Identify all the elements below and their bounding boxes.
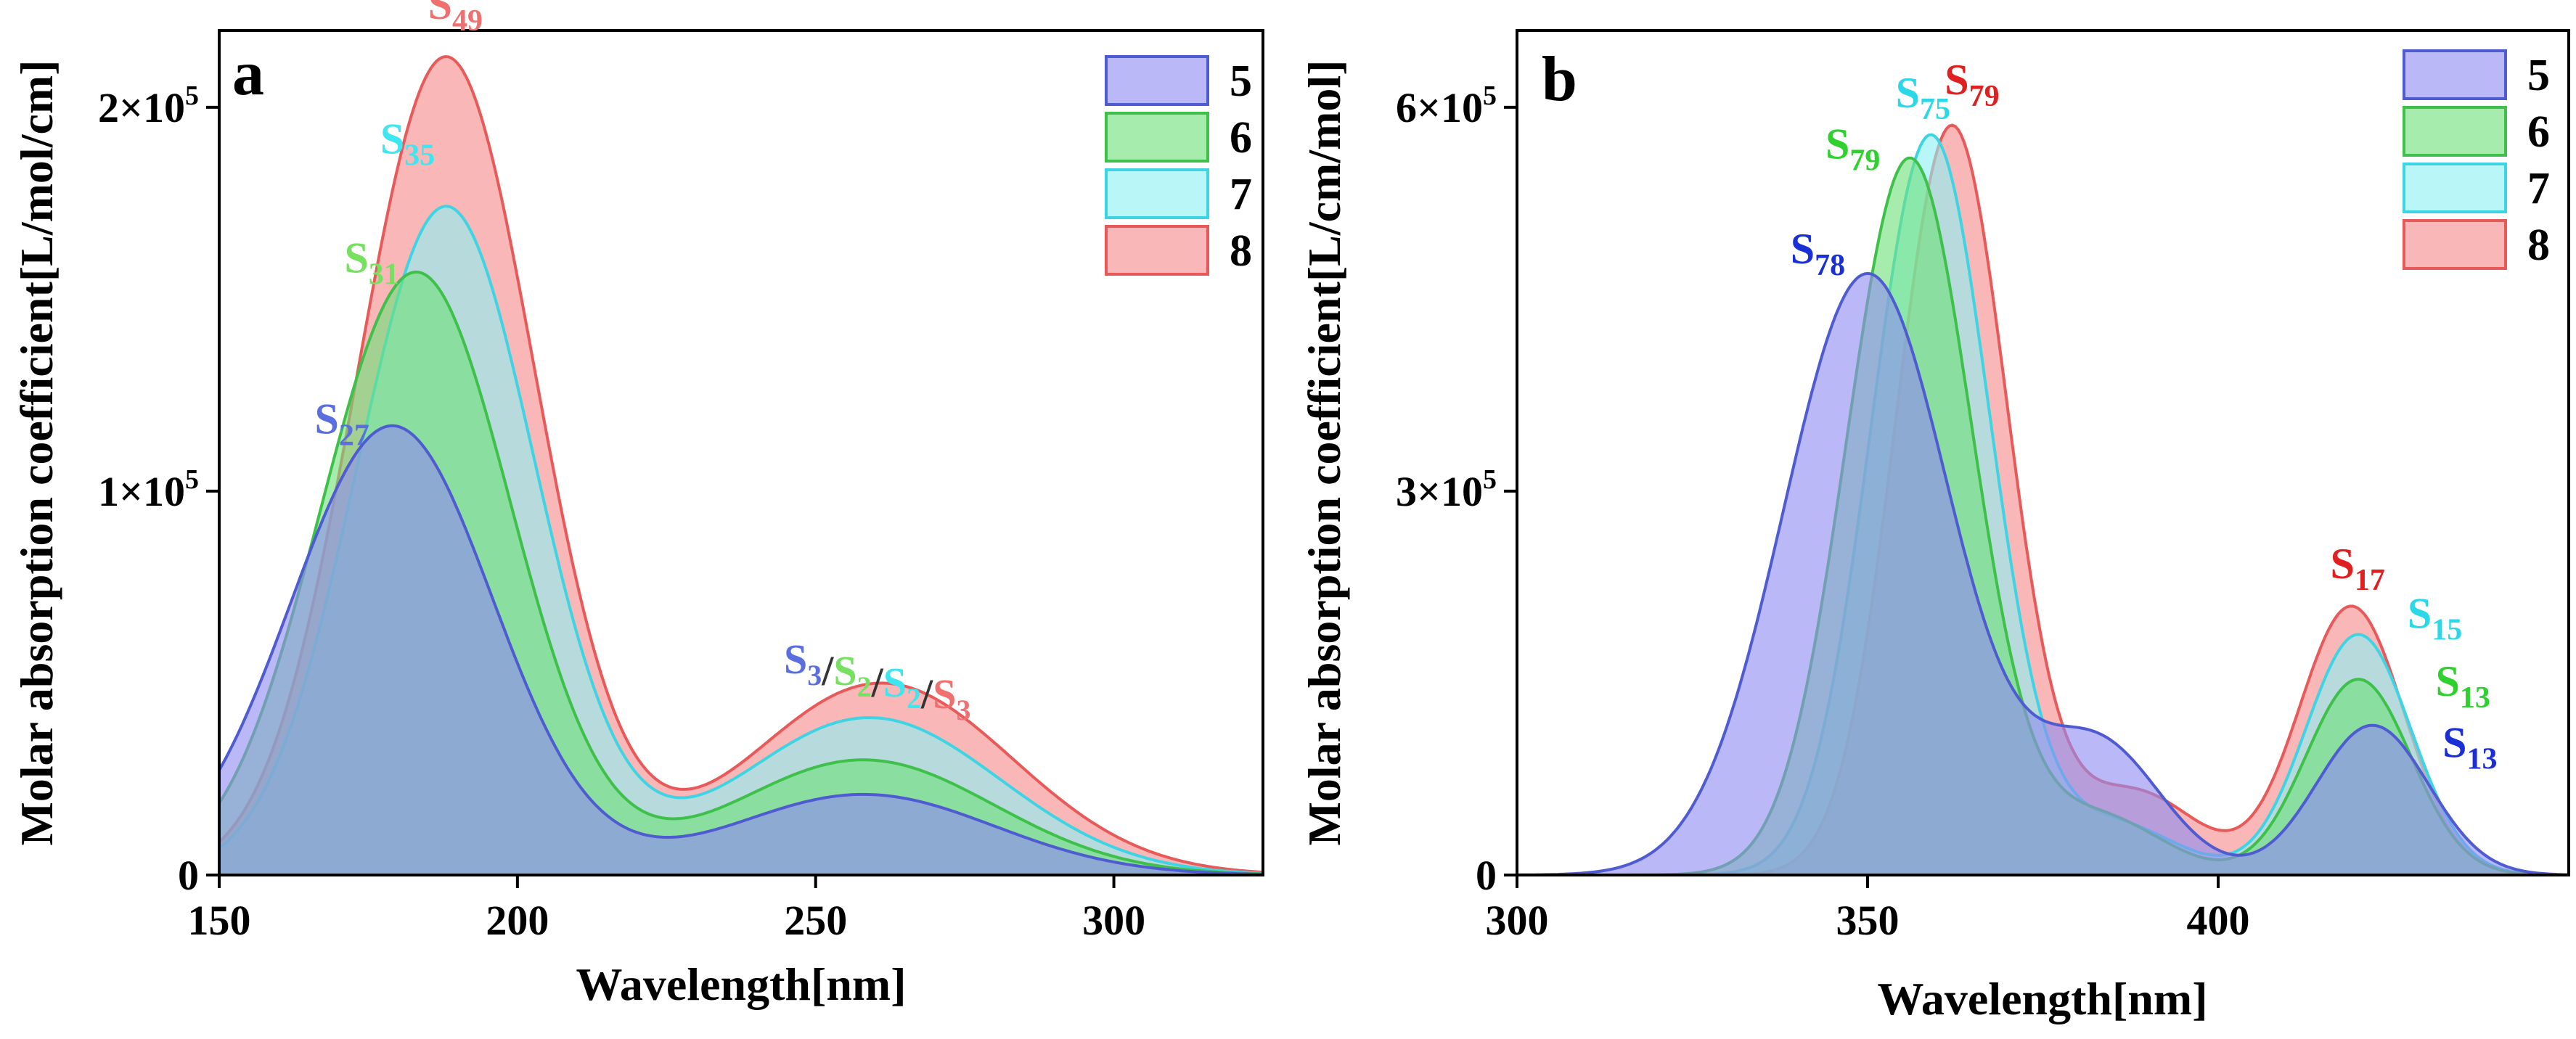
legend-swatch-7 — [1105, 168, 1209, 219]
x-tick-label: 200 — [486, 897, 549, 944]
panel-b-x-axis-label: Wavelength[nm] — [1877, 973, 2207, 1024]
panel-a-x-axis-label: Wavelength[nm] — [576, 958, 906, 1010]
panel-b-frame — [1516, 29, 2570, 876]
y-tick-label: 3×105 — [1396, 464, 1497, 515]
legend-swatch-8 — [1105, 225, 1209, 276]
state-annotation: S13 — [2435, 657, 2490, 715]
state-annotation: S13 — [2442, 719, 2497, 776]
panel-a-legend: 5 6 7 8 — [1105, 55, 1252, 276]
legend-label-8: 8 — [2527, 221, 2550, 270]
legend-swatch-5 — [2403, 49, 2507, 100]
legend-label-7: 7 — [2527, 164, 2550, 213]
panel-a-y-ticks: 0 1×105 2×105 — [98, 81, 219, 899]
legend-swatch-6 — [2403, 106, 2507, 157]
state-annotation: S27 — [314, 395, 369, 453]
panel-b-y-ticks: 0 3×105 6×105 — [1396, 81, 1517, 899]
area-series-5 — [219, 425, 1263, 875]
panel-a-frame — [218, 29, 1264, 876]
legend-label-6: 6 — [2527, 107, 2550, 157]
panel-a-annotations: S27 S31 S35 S49 — [314, 0, 483, 453]
line-series-8 — [218, 54, 1264, 874]
line-series-5 — [218, 424, 1264, 876]
x-tick-label: 300 — [1486, 897, 1549, 944]
legend-swatch-8 — [2403, 219, 2507, 270]
panel-a: 150 200 250 300 0 1×105 2×105 a Wavelength[nm… — [11, 0, 1264, 1010]
panel-a-y-axis-label: Molar absorption coefficient[L/mol/cm] — [11, 59, 62, 845]
panel-b: 300 350 400 0 3×105 6×105 b Wavelength[nm] M… — [1299, 29, 2570, 1024]
legend-label-7: 7 — [1230, 170, 1252, 219]
state-annotation: S79 — [1825, 120, 1880, 177]
x-tick-label: 250 — [784, 897, 847, 944]
y-tick-label: 0 — [1476, 852, 1497, 899]
line-series-6 — [218, 270, 1264, 876]
legend-swatch-7 — [2403, 163, 2507, 213]
panel-a-x-ticks: 150 200 250 300 — [188, 875, 1145, 944]
panel-b-label: b — [1542, 44, 1577, 115]
y-tick-label: 1×105 — [98, 464, 199, 515]
panel-a-areas — [218, 54, 1264, 876]
state-annotation: S78 — [1791, 225, 1845, 282]
x-tick-label: 400 — [2187, 897, 2250, 944]
x-tick-label: 300 — [1082, 897, 1145, 944]
panel-b-y-axis-label: Molar absorption coefficient[L/cm/mol] — [1299, 59, 1350, 845]
area-series-5 — [1517, 273, 2569, 875]
panel-b-x-ticks: 300 350 400 — [1486, 875, 2250, 944]
state-annotation: S35 — [380, 115, 435, 172]
y-tick-label: 6×105 — [1396, 81, 1497, 131]
panel-b-legend: 5 6 7 8 — [2403, 49, 2550, 270]
legend-label-8: 8 — [1230, 226, 1252, 276]
legend-label-5: 5 — [2527, 51, 2550, 100]
legend-label-6: 6 — [1230, 113, 1252, 163]
x-tick-label: 150 — [188, 897, 251, 944]
line-series-5 — [1516, 271, 2569, 876]
x-tick-label: 350 — [1836, 897, 1900, 944]
legend-label-5: 5 — [1230, 57, 1252, 106]
state-annotation: S79 — [1945, 56, 1999, 113]
state-annotation: S31 — [345, 234, 399, 291]
state-annotation: S17 — [2331, 540, 2385, 597]
state-annotation: S49 — [428, 0, 483, 38]
y-tick-label: 2×105 — [98, 81, 199, 131]
legend-swatch-6 — [1105, 112, 1209, 163]
state-annotation: S75 — [1896, 69, 1950, 126]
legend-swatch-5 — [1105, 55, 1209, 106]
state-annotation: S15 — [2408, 590, 2462, 647]
y-tick-label: 0 — [178, 852, 199, 899]
panel-a-label: a — [232, 38, 264, 109]
panel-a-state-label: S3/S2/S2/S3 — [784, 636, 970, 726]
